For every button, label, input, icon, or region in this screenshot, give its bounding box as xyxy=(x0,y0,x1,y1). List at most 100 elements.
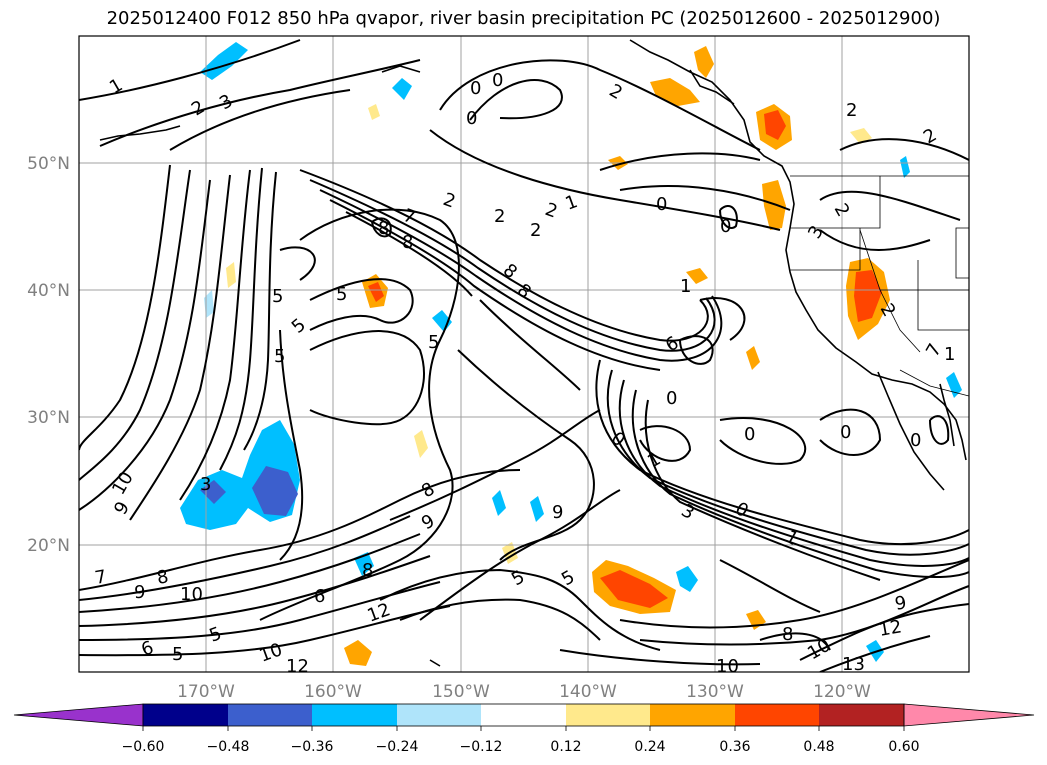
lat-tick-labels: 50°N 40°N 30°N 20°N xyxy=(27,154,70,556)
colorbar-label: −0.24 xyxy=(376,739,419,755)
colorbar-label: −0.60 xyxy=(122,739,165,755)
colorbar-label: 0.12 xyxy=(550,739,581,755)
lon-tick-label: 160°W xyxy=(304,682,362,702)
precip-negative-area xyxy=(900,156,910,178)
contour-label: 1 xyxy=(944,344,955,365)
colorbar-segment xyxy=(143,704,228,726)
contour-label: 0 xyxy=(720,216,731,237)
colorbar-frame xyxy=(142,703,905,727)
contour-label: 7 xyxy=(93,566,108,589)
precip-positive-core xyxy=(368,282,384,302)
contour-label: 7 xyxy=(922,340,946,360)
contour-label: 0 xyxy=(910,430,921,451)
contour-label: 5 xyxy=(508,566,528,590)
lat-tick-label: 40°N xyxy=(27,281,70,301)
colorbar-label: 0.24 xyxy=(634,739,665,755)
lon-tick-label: 120°W xyxy=(813,682,871,702)
contour-label: 8 xyxy=(499,260,521,283)
colorbar-segment xyxy=(228,704,312,726)
contour-label: 6 xyxy=(314,586,325,607)
colorbar-label: −0.12 xyxy=(460,739,503,755)
precip-negative-area xyxy=(676,566,698,592)
graticule xyxy=(79,36,969,672)
colorbar-label: −0.48 xyxy=(207,739,250,755)
contour-label: 13 xyxy=(842,654,865,675)
precip-positive-area xyxy=(650,78,700,106)
contour-label: 10 xyxy=(716,656,739,677)
precip-positive-core xyxy=(600,570,668,608)
colorbar-label: 0.48 xyxy=(803,739,834,755)
contour-label: 2 xyxy=(920,124,940,148)
contour-label: 2 xyxy=(494,206,505,227)
lon-tick-label: 130°W xyxy=(686,682,744,702)
contour-label: 0 xyxy=(656,194,667,215)
contour-label: 3 xyxy=(678,500,698,524)
precip-positive-area xyxy=(694,46,714,78)
contour-label: 5 xyxy=(172,644,183,665)
map-title: 2025012400 F012 850 hPa qvapor, river ba… xyxy=(106,8,941,29)
qvapor-contours xyxy=(79,39,969,672)
precip-positive-area xyxy=(686,268,708,284)
contour-label: 1 xyxy=(563,191,581,215)
contour-label: 12 xyxy=(365,599,394,627)
colorbar-segment xyxy=(397,704,481,726)
coastlines xyxy=(99,39,967,667)
precip-positive-area xyxy=(226,262,236,288)
contour-label: 9 xyxy=(552,502,563,523)
precip-negative-area xyxy=(200,42,248,80)
precip-positive-area xyxy=(344,640,372,666)
contour-label: 8 xyxy=(418,478,438,502)
colorbar: −0.60 −0.48 −0.36 −0.24 −0.12 0.12 0.24 … xyxy=(13,703,1035,755)
colorbar-segment xyxy=(650,704,735,726)
contour-label: 9 xyxy=(110,498,134,518)
contour-label: 3 xyxy=(200,474,211,495)
contour-label: 5 xyxy=(558,566,578,590)
lat-tick-label: 30°N xyxy=(27,408,70,428)
contour-label: 10 xyxy=(108,468,138,498)
precip-positive-core xyxy=(854,270,882,322)
contour-label: 8 xyxy=(155,566,170,589)
contour-label: 12 xyxy=(877,616,903,641)
colorbar-extend-high xyxy=(903,703,1035,727)
colorbar-extend-low xyxy=(13,703,144,727)
precip-shading xyxy=(180,42,962,666)
contour-label: 2 xyxy=(846,100,857,121)
contour-label: 3 xyxy=(804,222,828,242)
lon-tick-label: 140°W xyxy=(559,682,617,702)
colorbar-segment xyxy=(481,704,566,726)
contour-label: 0 xyxy=(666,388,677,409)
contour-label: 2 xyxy=(542,199,560,223)
map-frame xyxy=(78,35,970,673)
contour-label: 8 xyxy=(402,232,413,253)
contour-label: 6 xyxy=(139,637,157,661)
contour-label: 0 xyxy=(744,424,755,445)
contour-label: 0 xyxy=(466,108,477,129)
precip-positive-area xyxy=(368,104,380,120)
precip-negative-area xyxy=(946,372,962,398)
contour-label: 2 xyxy=(530,220,541,241)
contour-label: 10 xyxy=(257,639,286,667)
contour-label: 5 xyxy=(272,286,283,307)
contour-label: 2 xyxy=(606,80,626,104)
contour-label: 5 xyxy=(336,284,347,305)
colorbar-label: 0.36 xyxy=(719,739,750,755)
contour-label: 0 xyxy=(492,70,503,91)
contour-label: 7 xyxy=(400,205,418,229)
precip-positive-area xyxy=(746,346,760,370)
contour-label: 8 xyxy=(782,624,793,645)
colorbar-segment xyxy=(312,704,397,726)
contour-labels: 1 2 3 2 0 0 2 1 2 2 1 0 0 2 3 2 8 8 7 2 … xyxy=(93,70,955,677)
colorbar-label: −0.36 xyxy=(291,739,334,755)
lat-tick-label: 20°N xyxy=(27,536,70,556)
contour-label: 5 xyxy=(428,332,439,353)
colorbar-label: 0.60 xyxy=(888,739,919,755)
contour-label: 8 xyxy=(362,560,373,581)
lon-tick-labels: 170°W 160°W 150°W 140°W 130°W 120°W xyxy=(177,682,871,702)
precip-positive-area xyxy=(414,430,428,458)
colorbar-segment xyxy=(819,704,904,726)
lon-tick-label: 150°W xyxy=(432,682,490,702)
contour-label: 5 xyxy=(274,346,285,367)
lat-tick-label: 50°N xyxy=(27,154,70,174)
lon-tick-label: 170°W xyxy=(177,682,235,702)
